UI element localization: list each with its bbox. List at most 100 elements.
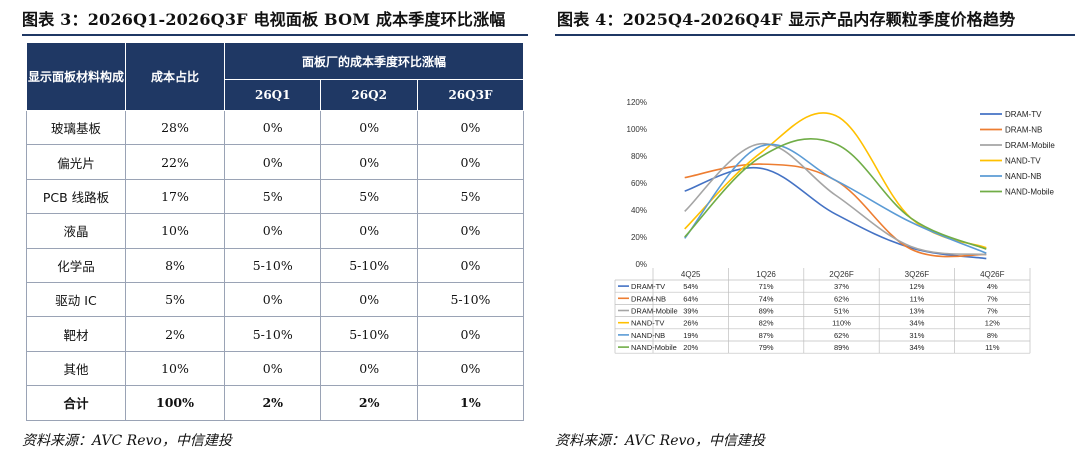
row-q2: 0% <box>320 109 418 146</box>
row-share: 8% <box>125 247 225 283</box>
legend-label: DRAM-NB <box>1005 126 1042 135</box>
row-share: 5% <box>125 281 225 318</box>
row-q3: 0% <box>416 350 525 387</box>
row-q2: 0% <box>320 350 418 387</box>
row-q1: 0% <box>223 350 322 387</box>
data-label: 11% <box>985 343 1000 352</box>
total-name: 合计 <box>26 385 126 421</box>
data-label: 89% <box>759 307 774 316</box>
data-label: 34% <box>909 343 924 352</box>
chart-svg: 0% 20% 40% 60% 80% 100% 120% DRAM-TV DRAM-NB DRAM… <box>614 98 1055 354</box>
total-q1: 2% <box>223 385 322 421</box>
data-label: 110% <box>832 319 851 328</box>
left-figure: 图表 3：2026Q1-2026Q3F 电视面板 BOM 成本季度环比涨幅 显示… <box>0 0 530 464</box>
header-material: 显示面板材料构成 <box>26 42 126 111</box>
legend-label: NAND-TV <box>1005 157 1041 166</box>
y-tick-label: 120% <box>627 98 647 107</box>
data-label: 11% <box>910 294 925 303</box>
row-name: 化学品 <box>26 247 126 283</box>
series-line-dram-nb <box>684 163 987 258</box>
data-label: 4% <box>987 282 998 291</box>
table-row: 驱动 IC 5% 0% 0% 5-10% <box>26 281 525 318</box>
row-share: 28% <box>125 109 225 146</box>
data-label: 89% <box>834 343 849 352</box>
data-label: 26% <box>683 319 698 328</box>
row-name: 玻璃基板 <box>26 109 126 146</box>
table-row: 玻璃基板 28% 0% 0% 0% <box>26 109 525 146</box>
total-q2: 2% <box>320 385 418 421</box>
row-q1: 5-10% <box>223 247 322 283</box>
row-share: 2% <box>125 316 225 352</box>
data-label: 19% <box>683 331 698 340</box>
legend-label: NAND-Mobile <box>1005 188 1054 197</box>
header-quarter-1: 26Q1 <box>223 79 322 111</box>
legend-label: DRAM-Mobile <box>1005 141 1055 150</box>
row-name: 其他 <box>26 350 126 387</box>
legend-label: DRAM-TV <box>1005 110 1042 119</box>
data-label: 31% <box>909 331 924 340</box>
data-label: 34% <box>909 319 924 328</box>
data-label: 37% <box>834 282 849 291</box>
row-share: 17% <box>125 178 225 215</box>
figure-4-source: 资料来源：AVC Revo，中信建投 <box>555 433 765 449</box>
row-q1: 0% <box>223 144 322 180</box>
row-q3: 0% <box>416 109 525 146</box>
title-rule <box>22 34 528 36</box>
row-name: 靶材 <box>26 316 126 352</box>
table-row: 靶材 2% 5-10% 5-10% 0% <box>26 316 525 352</box>
table-series-name: NAND-Mobile <box>631 343 677 352</box>
row-q3: 5-10% <box>416 281 525 318</box>
row-q2: 5-10% <box>320 316 418 352</box>
series-line-dram-mobile <box>684 143 987 256</box>
row-share: 10% <box>125 213 225 249</box>
x-tick-label: 4Q25 <box>681 270 701 279</box>
table-series-name: DRAM-Mobile <box>631 307 678 316</box>
x-tick-label: 4Q26F <box>980 270 1005 279</box>
row-name: 偏光片 <box>26 144 126 180</box>
y-tick-label: 0% <box>635 260 647 269</box>
row-q3: 0% <box>416 247 525 283</box>
data-label: 71% <box>759 282 774 291</box>
total-share: 100% <box>125 385 225 421</box>
data-label: 12% <box>985 319 1000 328</box>
row-q1: 5% <box>223 178 322 215</box>
row-name: 驱动 IC <box>26 281 126 318</box>
row-q2: 0% <box>320 144 418 180</box>
data-label: 74% <box>759 294 774 303</box>
row-q3: 0% <box>416 144 525 180</box>
data-label: 54% <box>683 282 698 291</box>
series-line-nand-mobile <box>684 137 987 250</box>
memory-price-chart: 0% 20% 40% 60% 80% 100% 120% DRAM-TV DRAM-NB DRAM… <box>595 92 1065 422</box>
header-quarter-2: 26Q2 <box>320 79 418 111</box>
bom-cost-table: 显示面板材料构成 成本占比 面板厂的成本季度环比涨幅 26Q1 26Q2 26Q… <box>26 42 525 421</box>
row-q2: 0% <box>320 213 418 249</box>
total-q3: 1% <box>416 385 525 421</box>
x-tick-label: 1Q26 <box>756 270 776 279</box>
row-name: 液晶 <box>26 213 126 249</box>
series-line-nand-nb <box>684 143 987 254</box>
figure-4-title: 图表 4：2025Q4-2026Q4F 显示产品内存颗粒季度价格趋势 <box>557 10 1016 29</box>
data-label: 82% <box>759 319 774 328</box>
y-tick-label: 40% <box>631 206 647 215</box>
data-label: 62% <box>834 331 849 340</box>
row-q1: 0% <box>223 109 322 146</box>
y-tick-label: 80% <box>631 152 647 161</box>
row-q1: 5-10% <box>223 316 322 352</box>
y-tick-label: 60% <box>631 179 647 188</box>
header-group: 面板厂的成本季度环比涨幅 <box>224 42 524 80</box>
y-tick-label: 100% <box>627 125 647 134</box>
data-label: 79% <box>759 343 774 352</box>
header-share: 成本占比 <box>125 42 225 111</box>
row-share: 22% <box>125 144 225 180</box>
table-series-name: NAND-TV <box>631 319 664 328</box>
row-share: 10% <box>125 350 225 387</box>
row-q3: 0% <box>416 316 525 352</box>
table-row: 化学品 8% 5-10% 5-10% 0% <box>26 247 525 283</box>
row-q2: 5% <box>320 178 418 215</box>
row-q2: 5-10% <box>320 247 418 283</box>
row-name: PCB 线路板 <box>26 178 126 215</box>
x-tick-label: 2Q26F <box>829 270 854 279</box>
row-q2: 0% <box>320 281 418 318</box>
table-series-name: DRAM-TV <box>631 282 665 291</box>
data-label: 39% <box>683 307 698 316</box>
